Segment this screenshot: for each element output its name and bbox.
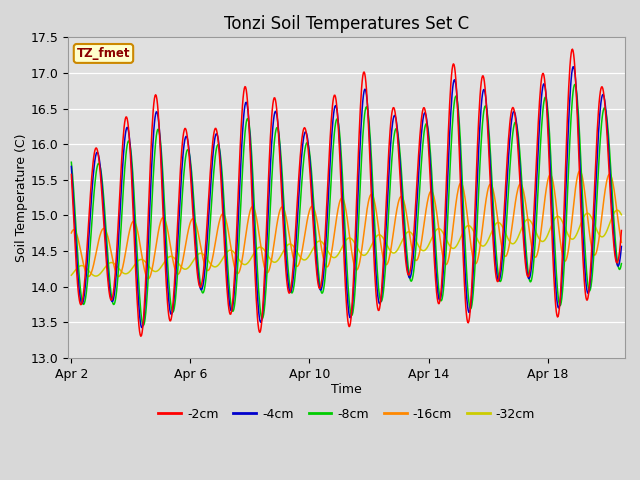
Text: TZ_fmet: TZ_fmet: [77, 47, 130, 60]
X-axis label: Time: Time: [332, 384, 362, 396]
Y-axis label: Soil Temperature (C): Soil Temperature (C): [15, 133, 28, 262]
Legend: -2cm, -4cm, -8cm, -16cm, -32cm: -2cm, -4cm, -8cm, -16cm, -32cm: [153, 403, 540, 425]
Title: Tonzi Soil Temperatures Set C: Tonzi Soil Temperatures Set C: [224, 15, 469, 33]
